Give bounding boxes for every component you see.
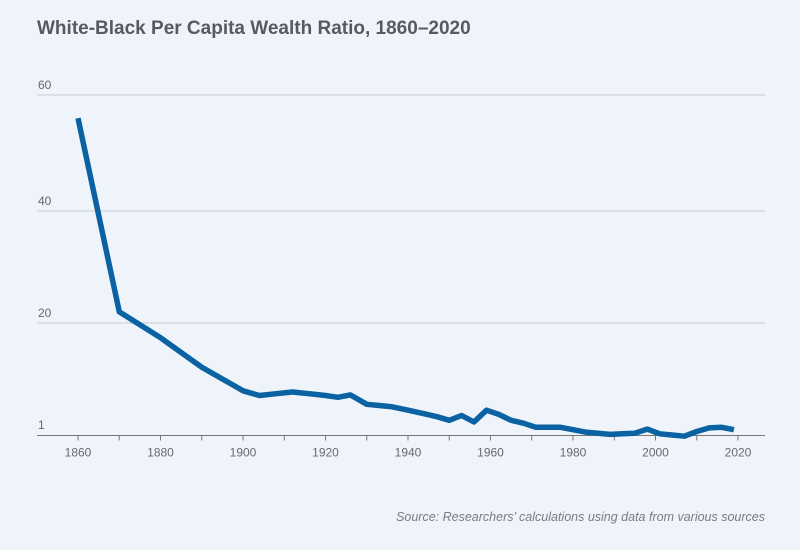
- y-tick-labels: 1 20 40 60: [38, 78, 52, 432]
- x-tick-label: 1860: [65, 446, 92, 460]
- x-tick-marks: [77, 435, 739, 441]
- series-line: [75, 117, 735, 439]
- source-note: Source: Researchers’ calculations using …: [396, 510, 765, 524]
- y-tick-label: 20: [38, 306, 52, 320]
- gridlines: [37, 94, 765, 324]
- x-tick-label: 1980: [560, 446, 587, 460]
- x-tick-label: 1920: [312, 446, 339, 460]
- x-tick-label: 1880: [147, 446, 174, 460]
- x-tick-labels: 1860 1880 1900 1920 1940 1960 1980 2000 2020: [65, 446, 752, 460]
- x-tick-label: 1900: [230, 446, 257, 460]
- x-tick-label: 1940: [395, 446, 422, 460]
- y-tick-label: 1: [38, 418, 45, 432]
- x-tick-label: 1960: [477, 446, 504, 460]
- x-tick-label: 2020: [725, 446, 752, 460]
- x-tick-label: 2000: [642, 446, 669, 460]
- chart-title: White-Black Per Capita Wealth Ratio, 186…: [37, 18, 471, 39]
- y-tick-label: 60: [38, 78, 52, 92]
- y-tick-label: 40: [38, 194, 52, 208]
